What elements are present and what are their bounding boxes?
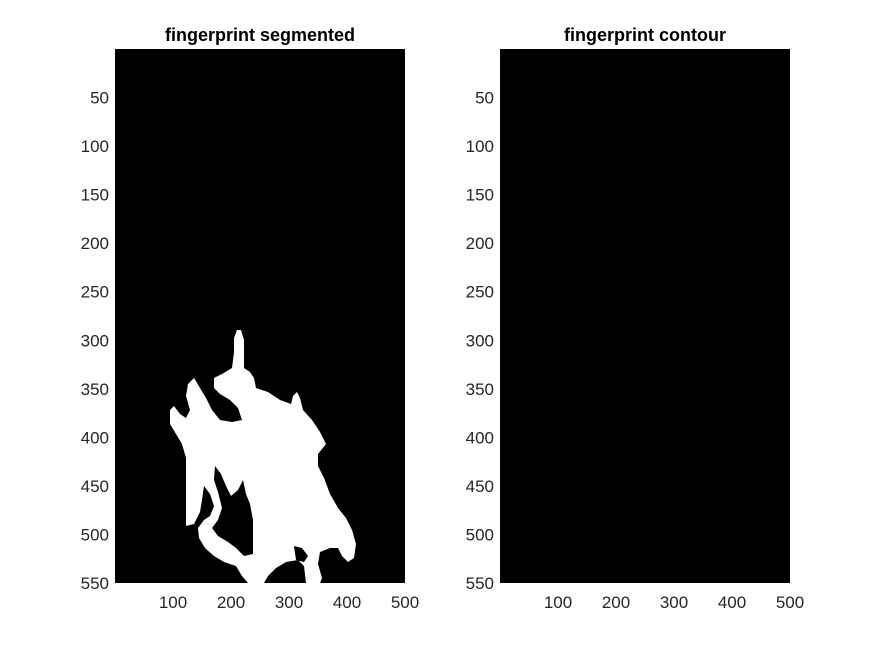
x-tick-label: 500: [776, 593, 804, 612]
panel-contour: fingerprint contour 100 200 300 400 500 50 10…: [466, 25, 805, 612]
y-tick-labels-segmented: 50 100 150 200 250 300 350 400 450 500 550: [81, 89, 109, 593]
y-tick-label: 350: [81, 380, 109, 399]
x-tick-label: 200: [602, 593, 630, 612]
y-tick-label: 450: [81, 477, 109, 496]
y-tick-label: 550: [466, 574, 494, 593]
image-canvas-contour: [500, 49, 790, 583]
x-tick-labels-segmented: 100 200 300 400 500: [159, 593, 419, 612]
x-tick-labels-contour: 100 200 300 400 500: [544, 593, 804, 612]
y-tick-label: 250: [466, 283, 494, 302]
x-tick-label: 100: [544, 593, 572, 612]
y-tick-label: 200: [466, 234, 494, 253]
y-tick-label: 150: [466, 186, 494, 205]
y-tick-label: 100: [466, 137, 494, 156]
y-tick-labels-contour: 50 100 150 200 250 300 350 400 450 500 550: [466, 89, 494, 593]
y-tick-label: 250: [81, 283, 109, 302]
panel-segmented: fingerprint segmented 100 200 300 400 500 50…: [81, 25, 420, 612]
x-tick-label: 200: [217, 593, 245, 612]
y-tick-label: 200: [81, 234, 109, 253]
y-tick-label: 400: [81, 428, 109, 447]
y-tick-label: 50: [90, 89, 109, 108]
panel-title-segmented: fingerprint segmented: [165, 25, 355, 45]
y-tick-label: 450: [466, 477, 494, 496]
y-tick-label: 350: [466, 380, 494, 399]
y-tick-label: 550: [81, 574, 109, 593]
y-tick-label: 300: [81, 331, 109, 350]
y-tick-label: 150: [81, 186, 109, 205]
y-tick-label: 400: [466, 428, 494, 447]
y-tick-label: 300: [466, 331, 494, 350]
x-tick-label: 400: [718, 593, 746, 612]
y-tick-label: 100: [81, 137, 109, 156]
x-tick-label: 300: [660, 593, 688, 612]
y-tick-label: 500: [81, 525, 109, 544]
x-tick-label: 400: [333, 593, 361, 612]
x-tick-label: 500: [391, 593, 419, 612]
y-tick-label: 50: [475, 89, 494, 108]
panel-title-contour: fingerprint contour: [564, 25, 726, 45]
x-tick-label: 100: [159, 593, 187, 612]
x-tick-label: 300: [275, 593, 303, 612]
y-tick-label: 500: [466, 525, 494, 544]
